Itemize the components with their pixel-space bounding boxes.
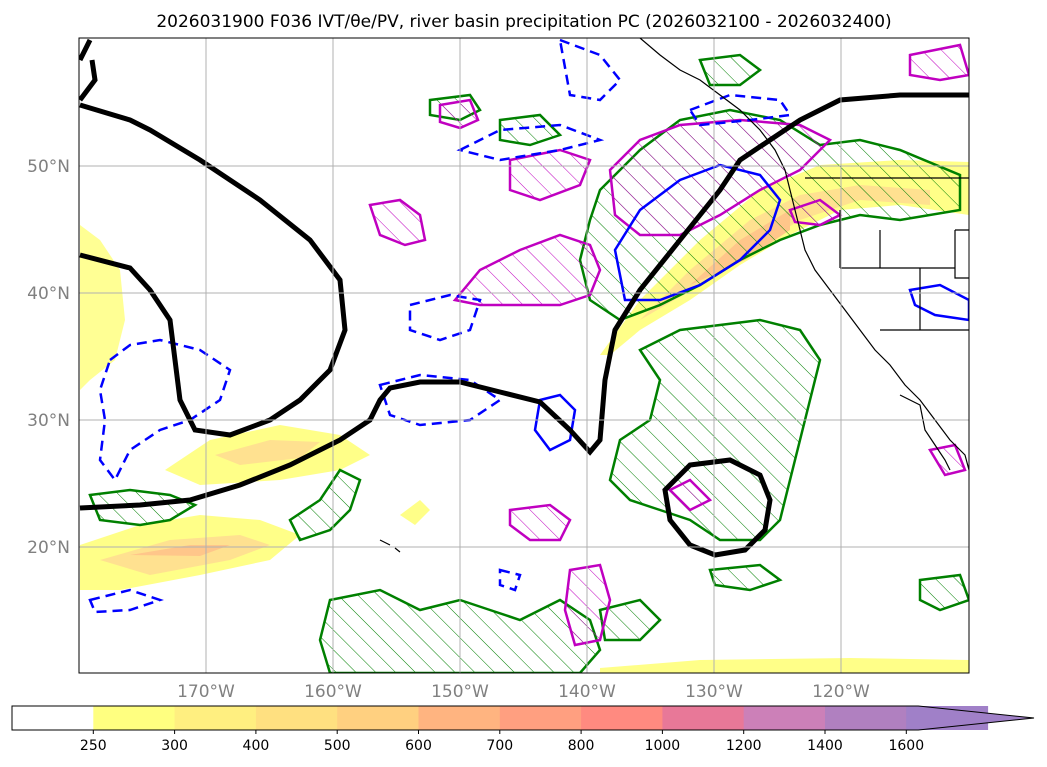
colorbar-outline <box>11 705 1035 731</box>
colorbar-segment <box>337 706 419 730</box>
lon-label: 170°W <box>177 682 235 702</box>
lon-label: 140°W <box>558 682 616 702</box>
lon-label: 120°W <box>812 682 870 702</box>
colorbar-segment <box>499 706 582 730</box>
blue-contours <box>88 38 969 614</box>
lat-labels: 50°N 40°N 30°N 20°N <box>27 157 70 558</box>
colorbar-tick-label: 250 <box>80 738 107 754</box>
map-frame <box>78 37 970 674</box>
figure-title: 2026031900 F036 IVT/θe/PV, river basin p… <box>156 12 891 32</box>
colorbar-tick-label: 1200 <box>726 738 762 754</box>
black-contours <box>79 38 969 558</box>
gridlines <box>79 38 969 673</box>
colorbar-segment <box>255 706 338 730</box>
colorbar-segment <box>825 706 907 730</box>
colorbar-extend-arrow <box>906 706 1034 730</box>
colorbar-tick-label: 300 <box>161 738 188 754</box>
colorbar-tick-label: 1600 <box>888 738 924 754</box>
colorbar-tick-label: 600 <box>405 738 432 754</box>
colorbar-tick-label: 1000 <box>645 738 681 754</box>
magenta-contours <box>368 43 969 647</box>
lat-label: 50°N <box>27 157 70 177</box>
lon-label: 130°W <box>685 682 743 702</box>
lon-labels: 170°W 160°W 150°W 140°W 130°W 120°W <box>177 682 870 702</box>
colorbar-tick-label: 400 <box>243 738 270 754</box>
lat-label: 30°N <box>27 411 70 431</box>
colorbar-tick-label: 500 <box>324 738 351 754</box>
colorbar-segment <box>743 706 826 730</box>
lon-label: 150°W <box>431 682 489 702</box>
colorbar-tick-label: 1400 <box>807 738 843 754</box>
colorbar-tick-label: 700 <box>486 738 513 754</box>
colorbar-tick-label: 800 <box>568 738 595 754</box>
colorbar-segment <box>581 706 663 730</box>
colorbar: 250 300 400 500 600 700 800 1000 1200 1400 1600 <box>11 705 1035 754</box>
lon-label: 160°W <box>304 682 362 702</box>
colorbar-segment <box>662 706 745 730</box>
colorbar-segment <box>12 706 94 730</box>
colorbar-segment <box>418 706 501 730</box>
coastlines <box>379 38 969 553</box>
colorbar-segment <box>93 706 176 730</box>
map-panel <box>79 38 969 673</box>
lat-label: 20°N <box>27 538 70 558</box>
colorbar-segment <box>174 706 257 730</box>
lat-label: 40°N <box>27 284 70 304</box>
